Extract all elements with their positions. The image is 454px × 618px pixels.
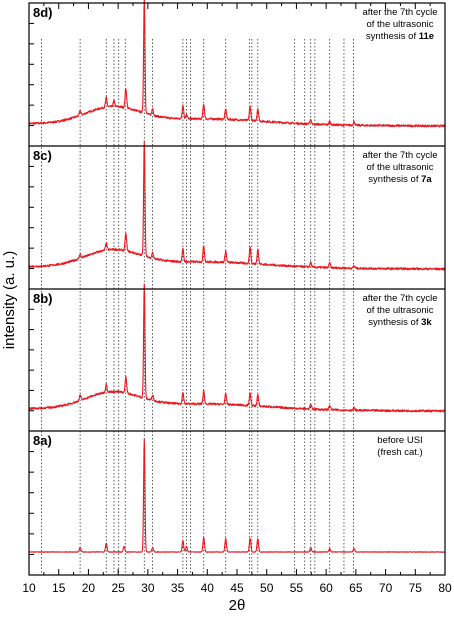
- annotation-line: synthesis of 7a: [368, 174, 432, 185]
- annotation-line: of the ultrasonic: [366, 19, 433, 30]
- compound-id: 7a: [421, 174, 432, 185]
- y-axis-title: intensity (a. u.): [1, 251, 18, 349]
- x-tick-label: 55: [290, 581, 304, 595]
- xrd-trace: [28, 283, 446, 413]
- x-tick-label: 80: [438, 581, 452, 595]
- x-tick-label: 45: [230, 581, 244, 595]
- compound-id: 3k: [421, 317, 432, 328]
- x-tick-label: 40: [201, 581, 215, 595]
- x-tick-label: 35: [171, 581, 185, 595]
- annotation-line: (fresh cat.): [377, 447, 422, 458]
- xrd-trace: [28, 438, 446, 553]
- x-tick-label: 65: [349, 581, 363, 595]
- x-tick-label: 60: [319, 581, 333, 595]
- annotation-line: of the ultrasonic: [366, 162, 433, 173]
- annotation-line: after the 7th cycle: [363, 293, 438, 304]
- x-axis-ticks: 10 15 20 25 30 35 40 45 50 55 60 65 70 75 80: [22, 3, 452, 595]
- compound-id: 11e: [419, 31, 434, 42]
- x-tick-label: 25: [111, 581, 125, 595]
- x-tick-label: 70: [379, 581, 393, 595]
- annotation-line: before USI: [377, 435, 422, 446]
- plot-frame: [28, 2, 446, 576]
- x-tick-label: 20: [82, 581, 96, 595]
- x-tick-label: 15: [52, 581, 66, 595]
- xrd-trace: [28, 0, 446, 128]
- annotation-line: synthesis of 11e: [366, 31, 434, 42]
- xrd-trace: [28, 140, 446, 271]
- panel-1: 8a) before USI(fresh cat.): [28, 433, 446, 555]
- annotation-line: after the 7th cycle: [363, 150, 438, 161]
- x-tick-label: 75: [409, 581, 423, 595]
- x-tick-label: 30: [141, 581, 155, 595]
- x-tick-label: 50: [260, 581, 274, 595]
- x-axis-title: 2θ: [229, 597, 246, 614]
- panel-label: 8b): [33, 291, 53, 306]
- x-tick-label: 10: [22, 581, 36, 595]
- panel-label: 8d): [33, 5, 53, 20]
- annotation-line: after the 7th cycle: [363, 7, 438, 18]
- reference-lines: [41, 39, 354, 573]
- annotation-line: of the ultrasonic: [366, 305, 433, 316]
- panel-label: 8c): [33, 148, 52, 163]
- panel-label: 8a): [33, 433, 52, 448]
- annotation-line: synthesis of 3k: [368, 317, 432, 328]
